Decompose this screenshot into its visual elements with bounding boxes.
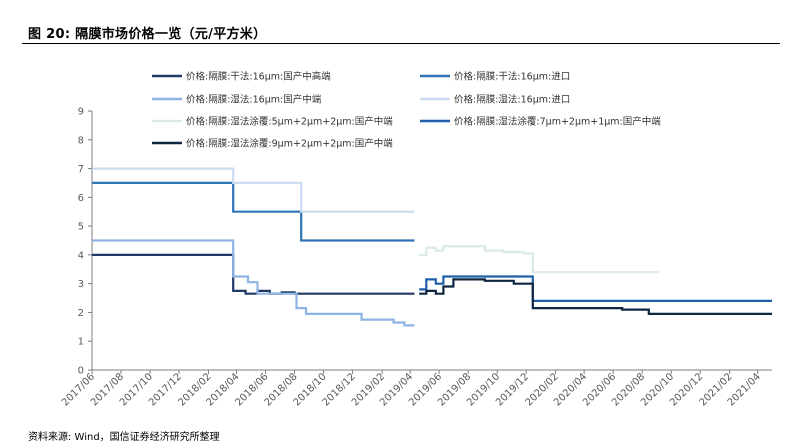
y-tick-label: 4: [78, 250, 84, 261]
source-note: 资料来源: Wind，国信证券经济研究所整理: [28, 432, 220, 443]
y-tick-label: 3: [78, 279, 84, 290]
y-tick-label: 7: [78, 164, 84, 175]
series-line-1: [92, 253, 415, 295]
series-line-7: [419, 278, 772, 315]
series-line-4: [92, 167, 415, 213]
chart-axes: 01234567892017/062017/082017/102017/1220…: [60, 107, 772, 408]
figure-title: 图 20: 隔膜市场价格一览（元/平方米）: [28, 27, 267, 42]
legend-label-1: 价格:隔膜:干法:16μm:国产中高端: [186, 71, 331, 83]
series-line-3: [92, 239, 415, 327]
series-line-5: [419, 245, 659, 274]
series-layer: [92, 167, 772, 327]
y-tick-label: 6: [78, 193, 84, 204]
header-rule: [22, 43, 780, 44]
legend-label-6: 价格:隔膜:湿法涂覆:7μm+2μm+1μm:国产中端: [454, 116, 661, 128]
y-tick-label: 8: [78, 135, 84, 146]
legend-label-3: 价格:隔膜:湿法:16μm:国产中端: [186, 94, 322, 106]
legend-label-4: 价格:隔膜:湿法:16μm:进口: [454, 94, 570, 106]
chart-legend: 价格:隔膜:干法:16μm:国产中高端 价格:隔膜:干法:16μm:进口价格:隔膜…: [152, 71, 661, 150]
series-line-2: [92, 181, 415, 242]
legend-label-2: 价格:隔膜:干法:16μm:进口: [454, 71, 570, 83]
figure-header: 图 20: 隔膜市场价格一览（元/平方米）: [22, 0, 780, 44]
y-tick-label: 5: [78, 222, 84, 233]
y-tick-label: 1: [78, 337, 84, 348]
legend-label-7: 价格:隔膜:湿法涂覆:9μm+2μm+2μm:国产中端: [186, 138, 393, 150]
y-tick-label: 2: [78, 308, 84, 319]
y-tick-label: 0: [78, 366, 84, 377]
y-tick-label: 9: [78, 107, 84, 118]
legend-label-5: 价格:隔膜:湿法涂覆:5μm+2μm+2μm:国产中端: [186, 116, 393, 128]
